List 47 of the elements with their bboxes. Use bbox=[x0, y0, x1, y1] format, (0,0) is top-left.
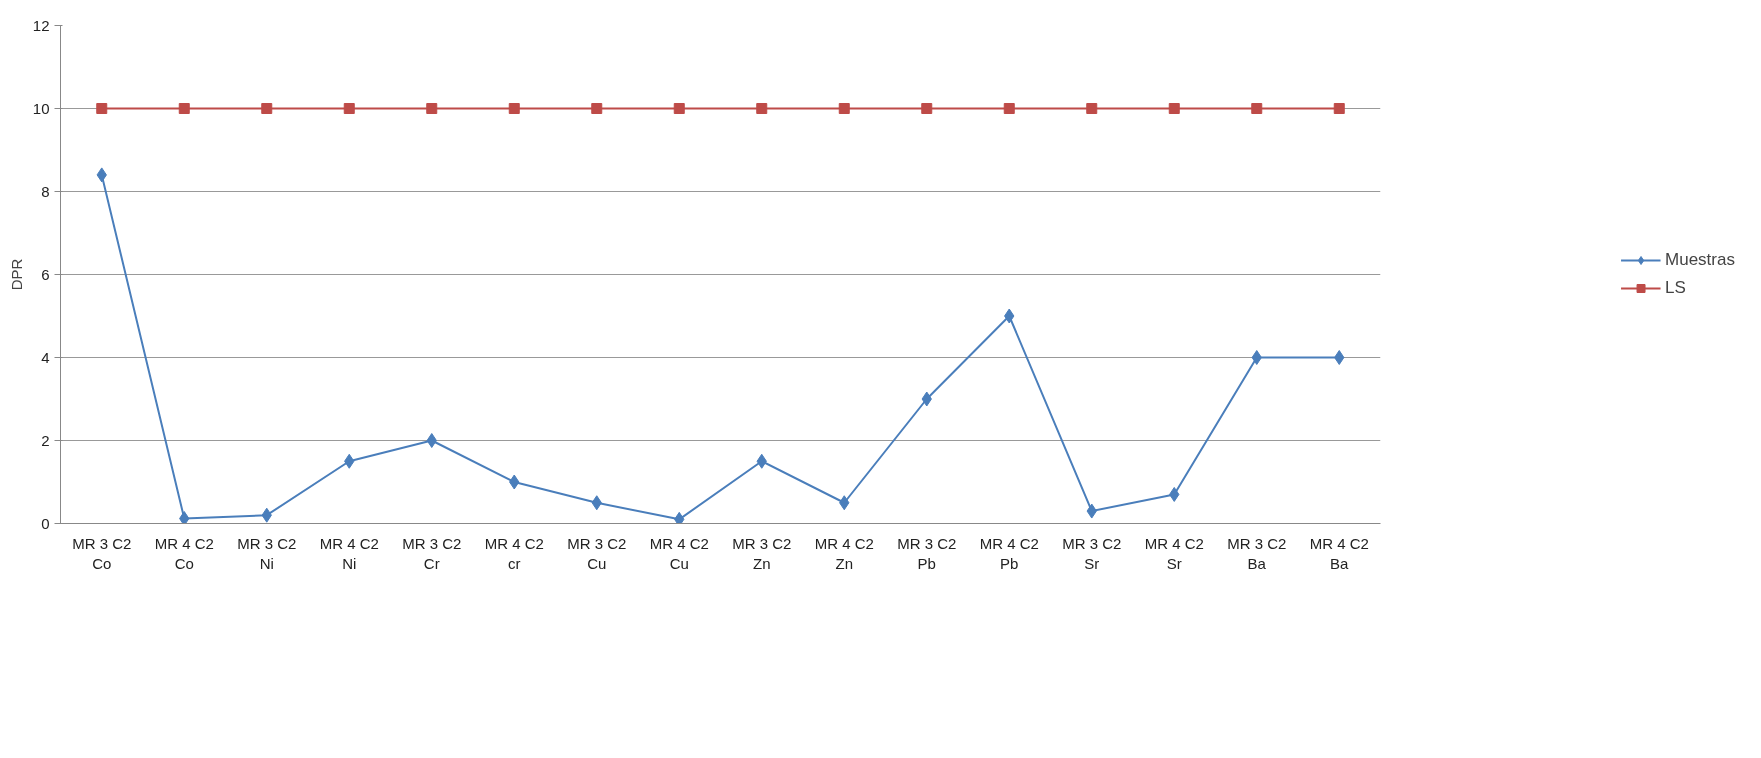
x-tick-label: MR 4 C2 Ba bbox=[1309, 534, 1369, 572]
point bbox=[96, 103, 108, 114]
x-tick-label: MR 3 C2 Cr bbox=[402, 534, 462, 572]
y-tick-label: 2 bbox=[41, 431, 50, 449]
x-tick-label: MR 4 C2 Sr bbox=[1144, 534, 1204, 572]
point bbox=[921, 103, 933, 114]
legend-label: Muestras bbox=[1665, 250, 1735, 270]
point bbox=[426, 103, 438, 114]
y-tick-label: 8 bbox=[41, 182, 50, 200]
point bbox=[508, 103, 520, 114]
point bbox=[756, 103, 768, 114]
point bbox=[1251, 350, 1262, 365]
x-tick-label: MR 3 C2 Pb bbox=[897, 534, 957, 572]
x-tick-label: MR 4 C2 Zn bbox=[814, 534, 874, 572]
y-tick-label: 12 bbox=[32, 16, 50, 34]
x-tick-label: MR 4 C2 Ni bbox=[319, 534, 379, 572]
x-tick-label: MR 3 C2 Cu bbox=[567, 534, 627, 572]
point bbox=[261, 103, 273, 114]
point bbox=[673, 103, 685, 114]
y-tick-label: 0 bbox=[41, 514, 50, 532]
x-tick-label: MR 4 C2 Cu bbox=[649, 534, 709, 572]
x-tick-label: MR 3 C2 Ba bbox=[1227, 534, 1287, 572]
point bbox=[426, 433, 437, 448]
point bbox=[674, 511, 685, 524]
point bbox=[1333, 103, 1345, 114]
point bbox=[1168, 103, 1180, 114]
point bbox=[1334, 350, 1345, 365]
point bbox=[1086, 103, 1098, 114]
x-tick-label: MR 3 C2 Zn bbox=[732, 534, 792, 572]
point bbox=[838, 103, 850, 114]
x-tick-label: MR 3 C2 Ni bbox=[237, 534, 297, 572]
y-axis-title: DPR bbox=[7, 258, 25, 291]
x-tick-label: MR 3 C2 Sr bbox=[1062, 534, 1122, 572]
x-tick-label: MR 3 C2 Co bbox=[72, 534, 132, 572]
point bbox=[1003, 103, 1015, 114]
x-tick-label: MR 4 C2 Pb bbox=[979, 534, 1039, 572]
point bbox=[1251, 103, 1263, 114]
point bbox=[179, 511, 190, 524]
point bbox=[343, 103, 355, 114]
y-tick-label: 6 bbox=[41, 265, 50, 283]
point bbox=[178, 103, 190, 114]
point bbox=[591, 103, 603, 114]
y-tick-label: 4 bbox=[41, 348, 50, 366]
x-tick-label: MR 4 C2 cr bbox=[484, 534, 544, 572]
legend-label: LS bbox=[1665, 278, 1686, 298]
x-tick-label: MR 4 C2 Co bbox=[154, 534, 214, 572]
y-tick-label: 10 bbox=[32, 99, 50, 117]
